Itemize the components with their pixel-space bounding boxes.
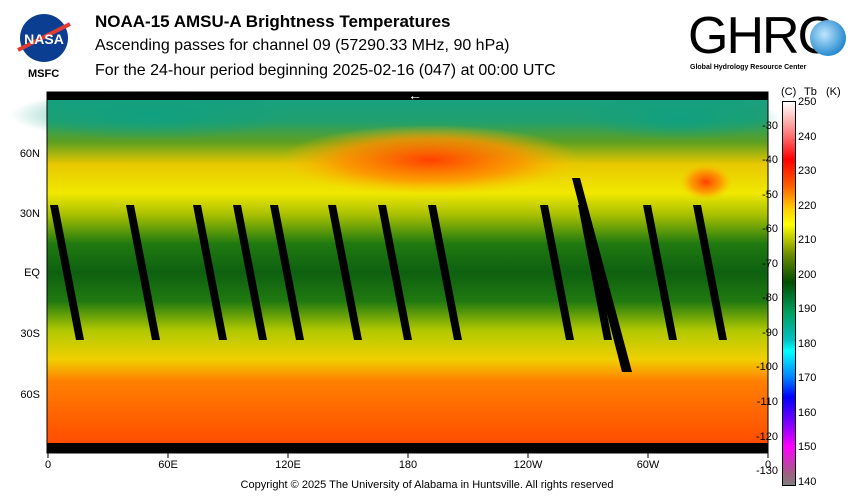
colorbar-kelvin-label: 220 bbox=[798, 199, 817, 212]
x-tick-label: 0 bbox=[765, 459, 771, 471]
missing-swath bbox=[126, 205, 160, 340]
ghrc-subtitle: Global Hydrology Resource Center bbox=[690, 64, 807, 71]
missing-swath bbox=[643, 205, 677, 340]
missing-swath bbox=[193, 205, 227, 340]
y-tick-label: 60N bbox=[20, 148, 40, 160]
missing-swath bbox=[578, 205, 612, 340]
globe-icon bbox=[810, 20, 846, 56]
colorbar-celsius-label: -100 bbox=[755, 361, 778, 374]
missing-swath bbox=[540, 205, 574, 340]
x-tick-label: 0 bbox=[45, 459, 51, 471]
colorbar-kelvin-label: 190 bbox=[798, 303, 817, 316]
copyright: Copyright © 2025 The University of Alaba… bbox=[240, 479, 614, 491]
colorbar-celsius-label: -30 bbox=[762, 119, 778, 132]
missing-swath bbox=[50, 205, 84, 340]
missing-swath bbox=[572, 178, 632, 372]
svg-text:NASA: NASA bbox=[24, 31, 64, 47]
msfc-label: MSFC bbox=[28, 68, 60, 80]
colorbar-celsius-label: -90 bbox=[762, 326, 778, 339]
orbit-direction-arrow: ← bbox=[408, 87, 422, 103]
colorbar-header-tb: Tb bbox=[804, 86, 817, 98]
colorbar-header-k: (K) bbox=[826, 86, 841, 98]
colorbar-celsius-label: -60 bbox=[762, 223, 778, 236]
colorbar-kelvin-label: 240 bbox=[798, 130, 817, 143]
colorbar-kelvin-label: 230 bbox=[798, 165, 817, 178]
y-tick-label: 30S bbox=[20, 328, 40, 340]
colorbar-kelvin-label: 170 bbox=[798, 372, 817, 385]
colorbar-kelvin-label: 140 bbox=[798, 476, 817, 488]
colorbar-kelvin-label: 200 bbox=[798, 268, 817, 281]
colorbar-celsius-label: -120 bbox=[755, 430, 778, 443]
missing-swath bbox=[270, 205, 304, 340]
missing-swath bbox=[428, 205, 462, 340]
missing-swath bbox=[378, 205, 412, 340]
chart-subtitle-period: For the 24-hour period beginning 2025-02… bbox=[95, 62, 556, 79]
colorbar-celsius-label: -70 bbox=[762, 257, 778, 270]
missing-data-band-top bbox=[47, 92, 768, 100]
colorbar-kelvin-label: 150 bbox=[798, 441, 817, 454]
x-tick-label: 180 bbox=[399, 459, 417, 471]
y-tick-label: 30N bbox=[20, 208, 40, 220]
colorbar-header-c: (C) bbox=[781, 86, 797, 98]
missing-swath bbox=[693, 205, 727, 340]
chart-title: NOAA-15 AMSU-A Brightness Temperatures bbox=[95, 12, 451, 31]
missing-swath bbox=[328, 205, 362, 340]
colorbar bbox=[782, 101, 796, 486]
x-tick-label: 120E bbox=[275, 459, 301, 471]
x-tick-label: 120W bbox=[514, 459, 543, 471]
x-tick-label: 60E bbox=[158, 459, 178, 471]
colorbar-kelvin-label: 160 bbox=[798, 406, 817, 419]
colorbar-celsius-label: -50 bbox=[762, 188, 778, 201]
colorbar-celsius-label: -110 bbox=[756, 396, 778, 409]
colorbar-celsius-label: -40 bbox=[762, 154, 778, 167]
nasa-logo: NASA bbox=[14, 10, 74, 62]
colorbar-celsius-label: -80 bbox=[762, 292, 778, 305]
y-tick-label: EQ bbox=[24, 267, 40, 279]
missing-data-band-bottom bbox=[47, 443, 768, 453]
colorbar-kelvin-label: 180 bbox=[798, 337, 817, 350]
brightness-temperature-map bbox=[10, 90, 780, 453]
colorbar-celsius-label: -130 bbox=[755, 465, 778, 478]
y-tick-label: 60S bbox=[20, 389, 40, 401]
colorbar-kelvin-label: 210 bbox=[798, 234, 817, 247]
x-tick-label: 60W bbox=[637, 459, 660, 471]
chart-subtitle-channel: Ascending passes for channel 09 (57290.3… bbox=[95, 37, 510, 54]
missing-swath bbox=[233, 205, 267, 340]
colorbar-kelvin-label: 250 bbox=[798, 96, 817, 108]
